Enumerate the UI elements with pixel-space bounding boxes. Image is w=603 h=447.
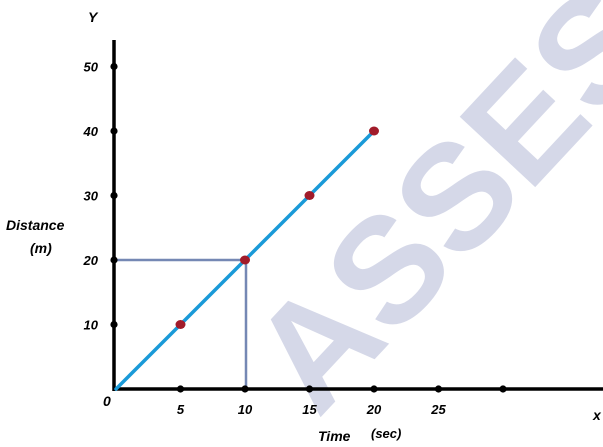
x-tick-dot (370, 385, 378, 393)
x-axis-unit: (sec) (371, 426, 401, 441)
y-tick-label: 20 (83, 253, 99, 268)
axes (112, 40, 603, 391)
x-tick-dot (434, 385, 443, 393)
data-point-marker (304, 191, 315, 200)
data-series (114, 126, 379, 391)
y-tick-label: 30 (84, 189, 99, 204)
y-tick-dot (110, 127, 118, 135)
y-tick-label: 40 (83, 124, 99, 139)
x-tick-label: 25 (430, 402, 446, 417)
y-tick-dot (110, 256, 118, 264)
x-tick-label: 10 (238, 402, 253, 417)
data-point-marker (175, 320, 186, 329)
x-tick-dot (499, 385, 507, 393)
y-axis-title: Distance (6, 217, 65, 233)
x-tick-label: 20 (366, 402, 382, 417)
x-axis-title: Time (318, 428, 351, 444)
watermark-text: ASSES (219, 0, 603, 442)
data-point-marker (240, 255, 250, 265)
y-tick-dot (110, 320, 118, 329)
origin-label: 0 (103, 393, 111, 409)
guide-lines (112, 258, 248, 389)
axis-labels: Y x 0 Distance (m) Time (sec) (6, 9, 602, 444)
x-tick-label: 5 (177, 402, 185, 417)
y-tick-label: 10 (84, 318, 99, 333)
x-axis-letter: x (592, 407, 602, 423)
x-tick-label: 15 (302, 402, 317, 417)
y-tick-dot (110, 191, 118, 200)
data-point-marker (369, 126, 379, 136)
x-tick-dot (241, 385, 249, 393)
x-tick-dot (305, 385, 314, 393)
y-axis-unit: (m) (30, 240, 52, 256)
watermark-layer: ASSES (219, 0, 603, 442)
axis-ticks: 5 10 15 20 25 10 20 30 40 50 (83, 60, 507, 417)
x-tick-dot (176, 385, 185, 393)
y-tick-label: 50 (84, 60, 99, 75)
y-axis-letter: Y (88, 9, 99, 25)
y-tick-dot (110, 62, 118, 71)
